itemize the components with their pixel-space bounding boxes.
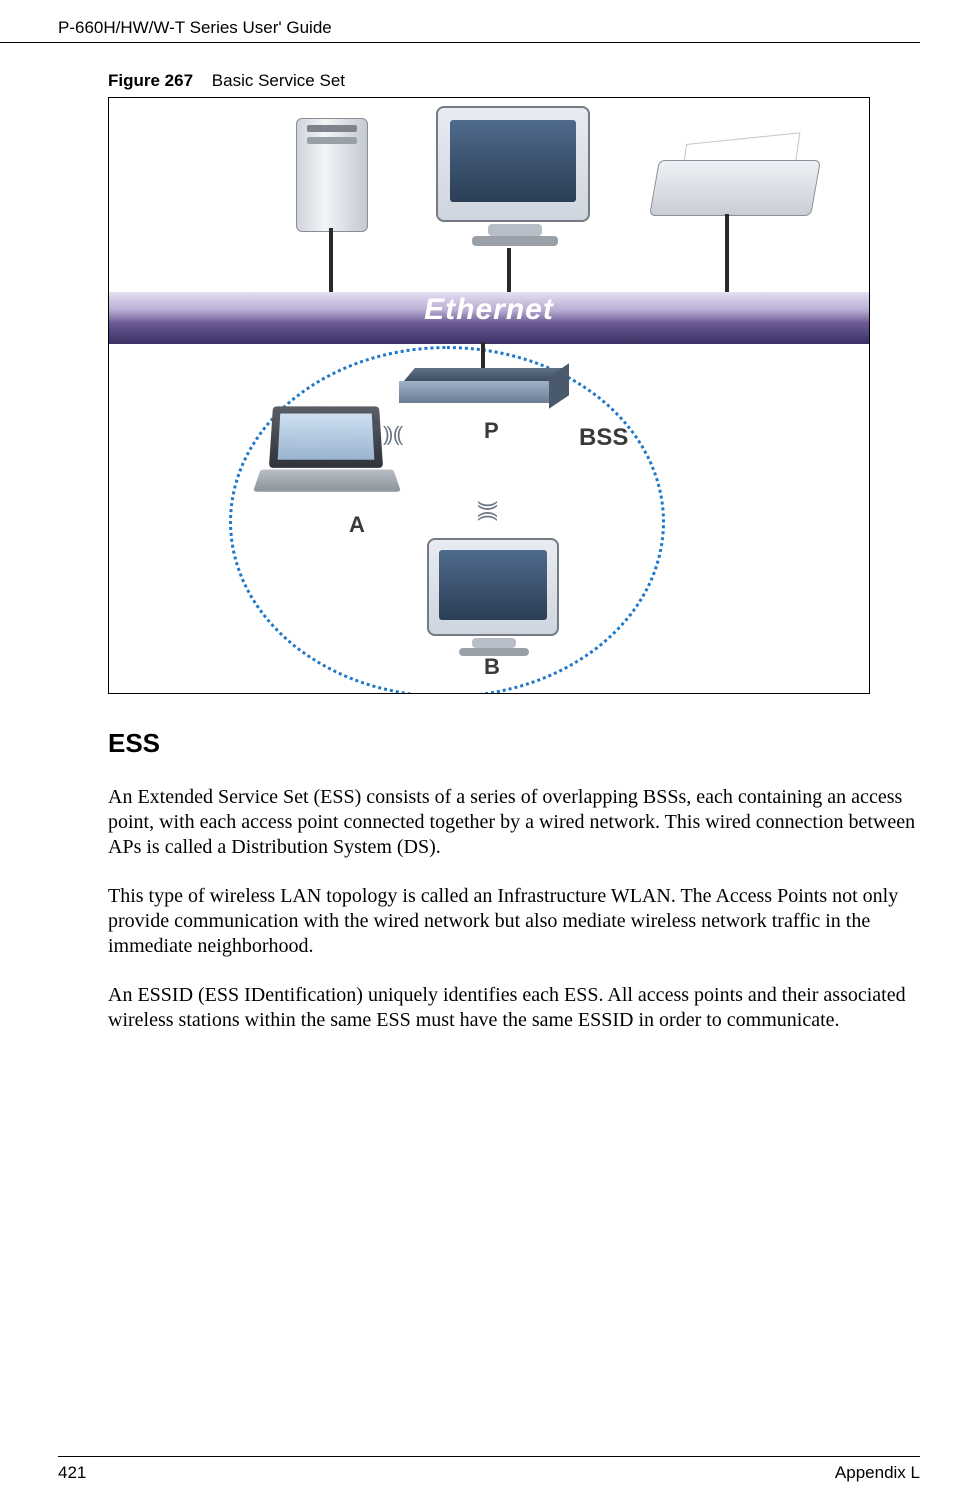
printer-icon (654, 138, 814, 216)
section-heading: ESS (108, 728, 920, 759)
figure-title: Basic Service Set (212, 71, 345, 90)
label-a: A (349, 512, 365, 538)
figure-diagram: Ethernet )) (( )) (( P BSS A B (108, 97, 870, 694)
paragraph: This type of wireless LAN topology is ca… (108, 884, 920, 959)
label-bss: BSS (579, 424, 628, 452)
label-b: B (484, 654, 500, 680)
cable-icon (481, 342, 485, 370)
wifi-waves-icon: )) (( (476, 501, 499, 518)
desktop-tower-icon (296, 118, 368, 232)
page-content: Figure 267 Basic Service Set Ethernet ))… (0, 43, 978, 1033)
paragraph: An ESSID (ESS IDentification) uniquely i… (108, 983, 920, 1033)
laptop-icon (257, 404, 397, 504)
wifi-waves-icon: )) (( (383, 424, 400, 447)
appendix-label: Appendix L (835, 1463, 920, 1483)
figure-caption: Figure 267 Basic Service Set (108, 71, 920, 91)
page-footer: 421 Appendix L (58, 1456, 920, 1483)
paragraph: An Extended Service Set (ESS) consists o… (108, 785, 920, 860)
access-point-icon (409, 368, 559, 404)
label-p: P (484, 418, 499, 444)
cable-icon (329, 228, 333, 294)
header-title: P-660H/HW/W-T Series User' Guide (58, 18, 332, 37)
figure-number: Figure 267 (108, 71, 193, 90)
monitor-icon (436, 106, 594, 228)
page-number: 421 (58, 1463, 86, 1483)
cable-icon (725, 214, 729, 294)
monitor-icon (427, 538, 561, 650)
cable-icon (507, 248, 511, 294)
ethernet-label: Ethernet (109, 293, 869, 327)
page-header: P-660H/HW/W-T Series User' Guide (0, 0, 920, 43)
